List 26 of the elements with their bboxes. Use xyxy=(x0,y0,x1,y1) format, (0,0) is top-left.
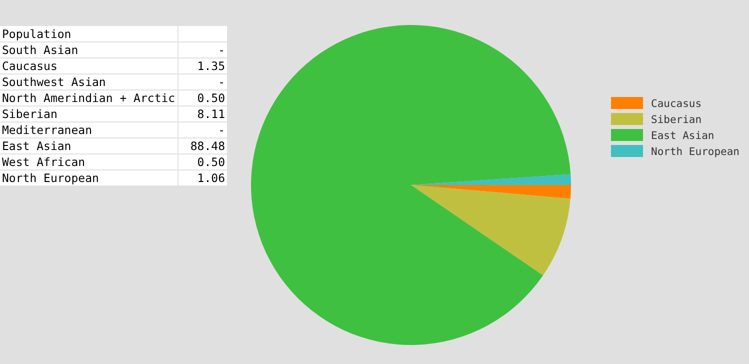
legend-label: Siberian xyxy=(651,114,702,126)
text: Southwest Asian xyxy=(2,75,106,89)
pie-slice xyxy=(411,185,571,199)
text: East Asian xyxy=(2,139,72,153)
text: 1.06 xyxy=(197,171,226,185)
text: 1.35 xyxy=(197,59,225,73)
text: - xyxy=(218,75,225,89)
text: 8.11 xyxy=(197,107,226,121)
text: 0.50 xyxy=(197,91,226,105)
legend-label: Caucasus xyxy=(651,98,702,110)
text: Population xyxy=(2,27,72,41)
text: 0.50 xyxy=(197,155,226,169)
text: South Asian xyxy=(2,43,78,57)
legend-label: North European xyxy=(651,146,740,158)
text: North European xyxy=(2,171,99,185)
pie-slice xyxy=(411,185,570,276)
text: - xyxy=(218,43,225,57)
text: Siberian xyxy=(2,107,58,121)
text: Mediterranean xyxy=(2,123,92,137)
text: Caucasus xyxy=(2,59,58,73)
text: West African xyxy=(2,155,86,169)
pie-slice xyxy=(251,25,571,345)
text: - xyxy=(218,123,225,137)
text: 88.48 xyxy=(190,139,226,153)
text: North Amerindian + Arctic xyxy=(2,91,176,105)
legend-label: East Asian xyxy=(651,130,714,142)
